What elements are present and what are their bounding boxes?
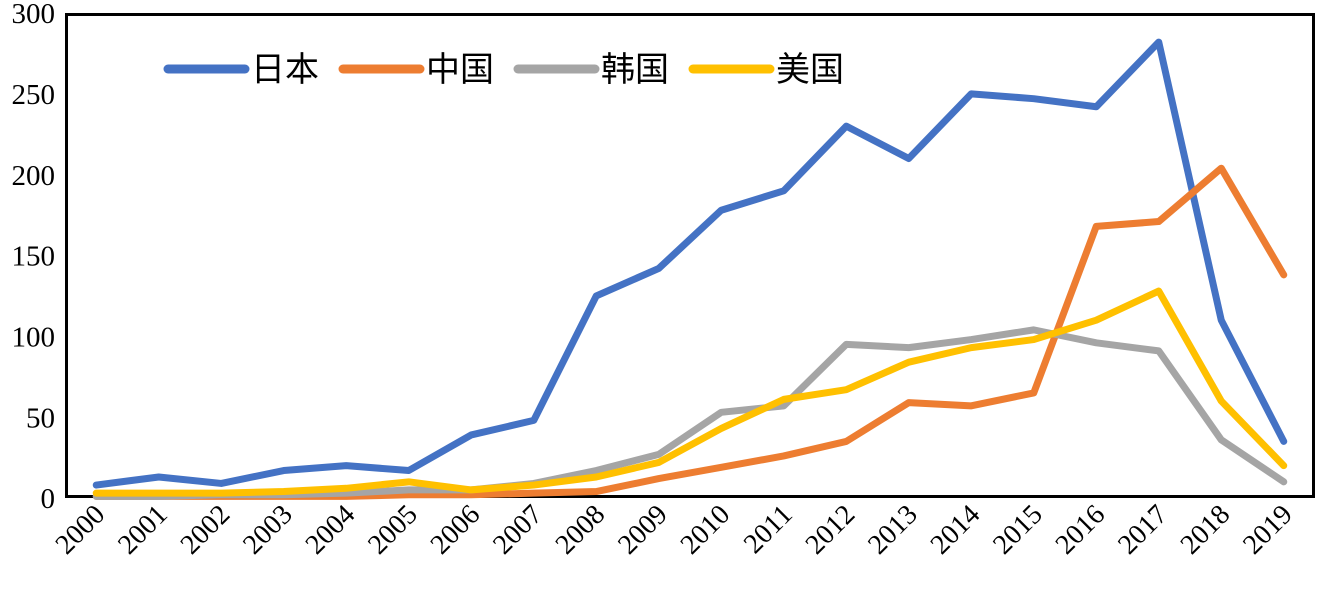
x-tick-label: 2002 [175, 499, 237, 561]
x-tick-label: 2006 [425, 499, 487, 561]
x-tick-label: 2019 [1237, 499, 1299, 561]
series-lines [92, 38, 1288, 500]
x-tick-label: 2004 [300, 499, 362, 561]
x-tick-label: 2013 [862, 499, 924, 561]
x-tick-label: 2005 [362, 499, 424, 561]
legend-label-中国: 中国 [426, 51, 494, 89]
x-tick-label: 2007 [487, 499, 549, 561]
x-tick-label: 2008 [550, 499, 612, 561]
y-tick-label: 250 [12, 79, 56, 111]
x-tick-label: 2011 [738, 499, 799, 560]
y-tick-label: 100 [12, 321, 56, 353]
x-tick-label: 2014 [925, 499, 987, 561]
x-tick-label: 2016 [1050, 499, 1112, 561]
x-tick-label: 2012 [800, 499, 862, 561]
y-tick-label: 200 [12, 160, 56, 192]
x-tick-label: 2001 [112, 499, 174, 561]
x-tick-label: 2000 [50, 499, 112, 561]
legend-label-日本: 日本 [251, 51, 319, 89]
x-tick-label: 2003 [237, 499, 299, 561]
x-axis-tick-labels: 2000 2001 2002 2003 2004 2005 2006 2007 2008 2009… [50, 499, 1299, 561]
plot-border-rect [65, 13, 1315, 498]
x-tick-label: 2009 [612, 499, 674, 561]
x-tick-label: 2010 [675, 499, 737, 561]
x-tick-label: 2018 [1175, 499, 1237, 561]
plot-border [65, 13, 1315, 498]
y-tick-label: 150 [12, 241, 56, 273]
legend-label-美国: 美国 [776, 51, 844, 89]
legend: 日本 中国 韩国 美国 [163, 51, 844, 89]
series-line-日本 [92, 38, 1288, 489]
y-tick-label: 300 [12, 0, 56, 30]
x-tick-label: 2015 [987, 499, 1049, 561]
x-tick-label: 2017 [1112, 499, 1174, 561]
y-tick-label: 50 [26, 402, 55, 434]
legend-label-韩国: 韩国 [601, 51, 669, 89]
series-line-美国 [92, 287, 1288, 497]
y-tick-label: 0 [41, 483, 56, 515]
y-axis-tick-labels: 0 50 100 150 200 250 300 [12, 0, 56, 515]
